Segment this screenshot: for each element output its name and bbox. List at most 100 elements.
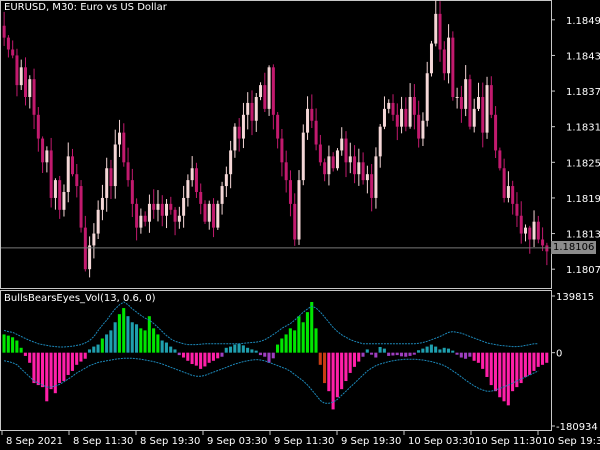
bull-candle	[506, 186, 510, 198]
indicator-axis: 139815 0 -180934	[551, 292, 598, 433]
bear-candle	[160, 203, 164, 216]
bear-candle	[468, 79, 472, 127]
histogram-bar	[408, 352, 412, 356]
time-tick-label: 10 Sep 03:30	[408, 436, 475, 447]
bull-candle	[241, 114, 245, 139]
bear-candle	[314, 120, 318, 145]
histogram-bar	[489, 352, 493, 386]
histogram-bar	[288, 328, 292, 353]
bear-candle	[288, 180, 292, 204]
histogram-bar	[2, 334, 6, 353]
histogram-bar	[395, 352, 399, 356]
bull-candle	[476, 97, 480, 109]
bear-candle	[83, 227, 87, 270]
bear-candle	[502, 168, 506, 198]
bull-candle	[254, 97, 258, 121]
bull-candle	[246, 102, 250, 115]
histogram-bar	[40, 352, 45, 388]
bull-candle	[220, 186, 224, 204]
bull-candle	[447, 37, 451, 74]
histogram-bar	[297, 316, 301, 353]
histogram-bar	[417, 350, 421, 353]
histogram-bar	[53, 352, 57, 394]
histogram-bar	[186, 352, 190, 361]
bear-candle	[271, 67, 275, 115]
histogram-bar	[100, 338, 104, 353]
histogram-bar	[19, 347, 23, 353]
bear-candle	[293, 203, 297, 240]
histogram-bar	[147, 316, 151, 353]
bear-candle	[412, 97, 416, 115]
bear-candle	[71, 156, 75, 175]
histogram-bar	[455, 352, 459, 355]
indicator-tick-label: 0	[556, 349, 562, 360]
price-tick-label: 1.18250	[566, 158, 600, 169]
bull-candle	[147, 203, 151, 222]
bear-candle	[442, 49, 446, 74]
bear-candle	[79, 186, 83, 228]
histogram-bar	[23, 352, 27, 356]
price-tick-label: 1.18190	[566, 194, 600, 205]
histogram-bar	[258, 352, 262, 356]
bull-candle	[45, 150, 49, 163]
bear-candle	[391, 102, 395, 115]
indicator-tick-label: 139815	[556, 292, 594, 303]
bull-candle	[472, 108, 476, 127]
histogram-bar	[169, 346, 173, 353]
indicator-histogram	[2, 302, 549, 410]
bear-candle	[263, 85, 267, 109]
bear-candle	[58, 180, 62, 210]
histogram-bar	[515, 352, 519, 388]
histogram-bar	[327, 352, 331, 392]
histogram-bar	[374, 352, 378, 358]
histogram-bar	[241, 345, 245, 353]
bull-candle	[387, 102, 391, 109]
histogram-bar	[357, 352, 361, 362]
candlestick-series	[2, 0, 549, 278]
histogram-bar	[498, 352, 502, 398]
histogram-bar	[152, 328, 156, 353]
histogram-bar	[11, 337, 15, 353]
bear-candle	[194, 168, 198, 192]
histogram-bar	[438, 349, 442, 353]
bull-candle	[92, 233, 96, 246]
histogram-bar	[442, 347, 446, 353]
histogram-bar	[476, 352, 480, 363]
chart-title: EURUSD, M30: Euro vs US Dollar	[4, 2, 167, 13]
bull-candle	[62, 192, 66, 210]
histogram-bar	[502, 352, 506, 402]
bear-candle	[494, 114, 498, 151]
histogram-bar	[28, 352, 32, 363]
histogram-bar	[434, 346, 438, 353]
histogram-bar	[331, 352, 335, 410]
histogram-bar	[464, 352, 468, 359]
bear-candle	[528, 227, 532, 240]
bear-candle	[122, 132, 126, 163]
histogram-bar	[318, 352, 322, 365]
time-tick-label: 8 Sep 11:30	[73, 436, 133, 447]
histogram-bar	[156, 334, 160, 353]
time-tick-label: 8 Sep 19:30	[140, 436, 200, 447]
indicator-panel-frame	[0, 290, 552, 431]
histogram-bar	[429, 344, 433, 353]
bull-candle	[455, 97, 459, 98]
histogram-bar	[472, 352, 476, 361]
bear-candle	[404, 108, 408, 127]
bull-candle	[340, 138, 344, 151]
bull-candle	[156, 203, 160, 210]
bull-candle	[177, 215, 181, 222]
histogram-bar	[113, 322, 117, 353]
bull-candle	[186, 180, 190, 198]
bull-candle	[335, 150, 339, 169]
histogram-bar	[545, 352, 549, 363]
bull-candle	[229, 150, 233, 175]
bear-candle	[481, 97, 485, 133]
lower-envelope-line	[4, 357, 539, 404]
histogram-bar	[263, 352, 267, 357]
time-tick-label: 9 Sep 19:30	[341, 436, 401, 447]
bull-candle	[66, 156, 70, 192]
price-axis: 1.18490 1.18430 1.18370 1.18310 1.18250 1.181…	[551, 16, 600, 276]
histogram-bar	[15, 340, 19, 353]
